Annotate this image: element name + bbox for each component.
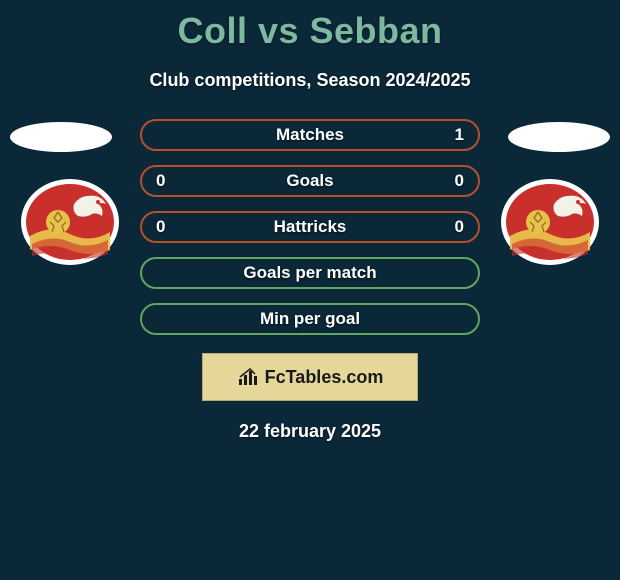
stat-label: Goals per match	[243, 263, 376, 283]
stat-label: Goals	[286, 171, 333, 191]
stat-label: Matches	[276, 125, 344, 145]
stat-row-goals: 0 Goals 0	[140, 165, 480, 197]
club-badge-left	[20, 178, 120, 266]
stat-row-hattricks: 0 Hattricks 0	[140, 211, 480, 243]
stat-row-goals-per-match: Goals per match	[140, 257, 480, 289]
player-left-placeholder	[10, 122, 112, 152]
stat-row-min-per-goal: Min per goal	[140, 303, 480, 335]
page-subtitle: Club competitions, Season 2024/2025	[0, 70, 620, 91]
page-title: Coll vs Sebban	[0, 0, 620, 52]
stat-left-value: 0	[156, 171, 165, 191]
stat-right-value: 0	[455, 171, 464, 191]
stat-right-value: 1	[455, 125, 464, 145]
club-badge-right	[500, 178, 600, 266]
source-label: FcTables.com	[265, 367, 384, 388]
source-attribution: FcTables.com	[202, 353, 418, 401]
stat-left-value: 0	[156, 217, 165, 237]
stat-label: Min per goal	[260, 309, 360, 329]
stat-row-matches: Matches 1	[140, 119, 480, 151]
bar-chart-icon	[237, 367, 261, 387]
stat-label: Hattricks	[274, 217, 347, 237]
stat-right-value: 0	[455, 217, 464, 237]
snapshot-date: 22 february 2025	[0, 421, 620, 442]
player-right-placeholder	[508, 122, 610, 152]
